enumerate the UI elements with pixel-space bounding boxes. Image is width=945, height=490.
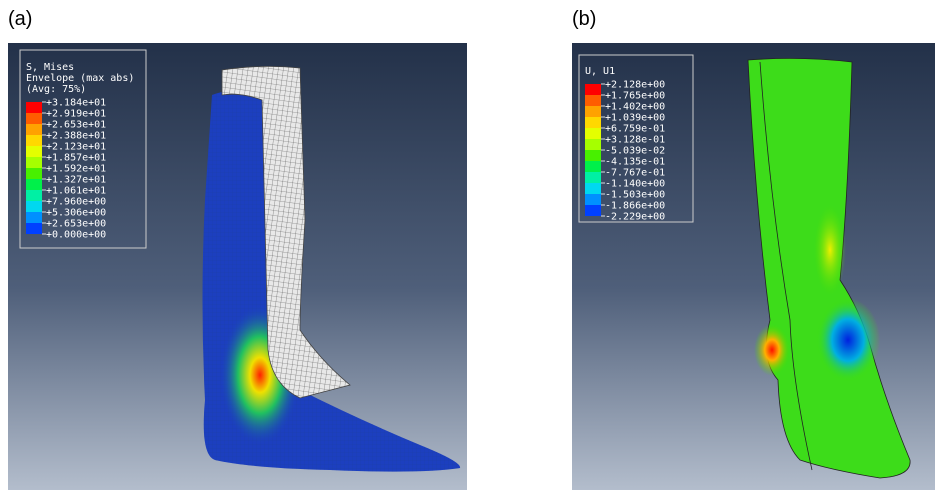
- legend-title: (Avg: 75%): [26, 84, 86, 95]
- legend-value: +2.653e+01: [46, 120, 106, 131]
- color-swatch: [26, 146, 42, 157]
- legend-value: +2.919e+01: [46, 109, 106, 120]
- color-swatch: [585, 128, 601, 139]
- color-swatch: [585, 183, 601, 194]
- color-swatch: [585, 150, 601, 161]
- color-swatch: [26, 102, 42, 113]
- color-swatch: [26, 201, 42, 212]
- legend-value: +1.765e+00: [605, 91, 665, 102]
- color-swatch: [585, 139, 601, 150]
- figure: (a) (b) S, MisesEnvelope (max abs)(Avg: …: [0, 0, 945, 490]
- color-swatch: [585, 194, 601, 205]
- legend-value: +3.184e+01: [46, 98, 106, 109]
- color-swatch: [585, 205, 601, 216]
- panel-label: (b): [572, 8, 596, 30]
- color-swatch: [26, 168, 42, 179]
- legend-value: +1.061e+01: [46, 186, 106, 197]
- legend-value: +0.000e+00: [46, 230, 106, 241]
- color-swatch: [26, 190, 42, 201]
- color-swatch: [585, 84, 601, 95]
- disp-region: [816, 298, 880, 382]
- legend-value: +1.592e+01: [46, 164, 106, 175]
- panel-label: (a): [8, 8, 32, 30]
- legend-value: -1.866e+00: [605, 201, 665, 212]
- color-swatch: [26, 179, 42, 190]
- legend-value: +2.123e+01: [46, 142, 106, 153]
- legend-value: -2.229e+00: [605, 212, 665, 223]
- color-swatch: [26, 212, 42, 223]
- disp-region: [814, 205, 846, 295]
- legend-value: +2.128e+00: [605, 80, 665, 91]
- color-swatch: [26, 157, 42, 168]
- color-swatch: [585, 117, 601, 128]
- legend-value: +3.128e-01: [605, 135, 665, 146]
- legend-title: U, U1: [585, 66, 615, 77]
- legend-value: +7.960e+00: [46, 197, 106, 208]
- disp-region: [754, 324, 790, 376]
- legend-value: +1.857e+01: [46, 153, 106, 164]
- legend-value: -7.767e-01: [605, 168, 665, 179]
- color-swatch: [585, 161, 601, 172]
- color-swatch: [585, 95, 601, 106]
- legend-title: Envelope (max abs): [26, 73, 134, 84]
- legend-value: -1.140e+00: [605, 179, 665, 190]
- legend-value: +2.388e+01: [46, 131, 106, 142]
- legend-value: -4.135e-01: [605, 157, 665, 168]
- color-swatch: [26, 223, 42, 234]
- legend-value: -5.039e-02: [605, 146, 665, 157]
- color-swatch: [26, 135, 42, 146]
- legend-value: +6.759e-01: [605, 124, 665, 135]
- legend-value: +1.402e+00: [605, 102, 665, 113]
- legend-value: +2.653e+00: [46, 219, 106, 230]
- color-swatch: [585, 106, 601, 117]
- legend-value: -1.503e+00: [605, 190, 665, 201]
- legend-title: S, Mises: [26, 62, 74, 73]
- legend-value: +5.306e+00: [46, 208, 106, 219]
- color-swatch: [26, 113, 42, 124]
- color-swatch: [585, 172, 601, 183]
- color-swatch: [26, 124, 42, 135]
- legend-value: +1.327e+01: [46, 175, 106, 186]
- legend-value: +1.039e+00: [605, 113, 665, 124]
